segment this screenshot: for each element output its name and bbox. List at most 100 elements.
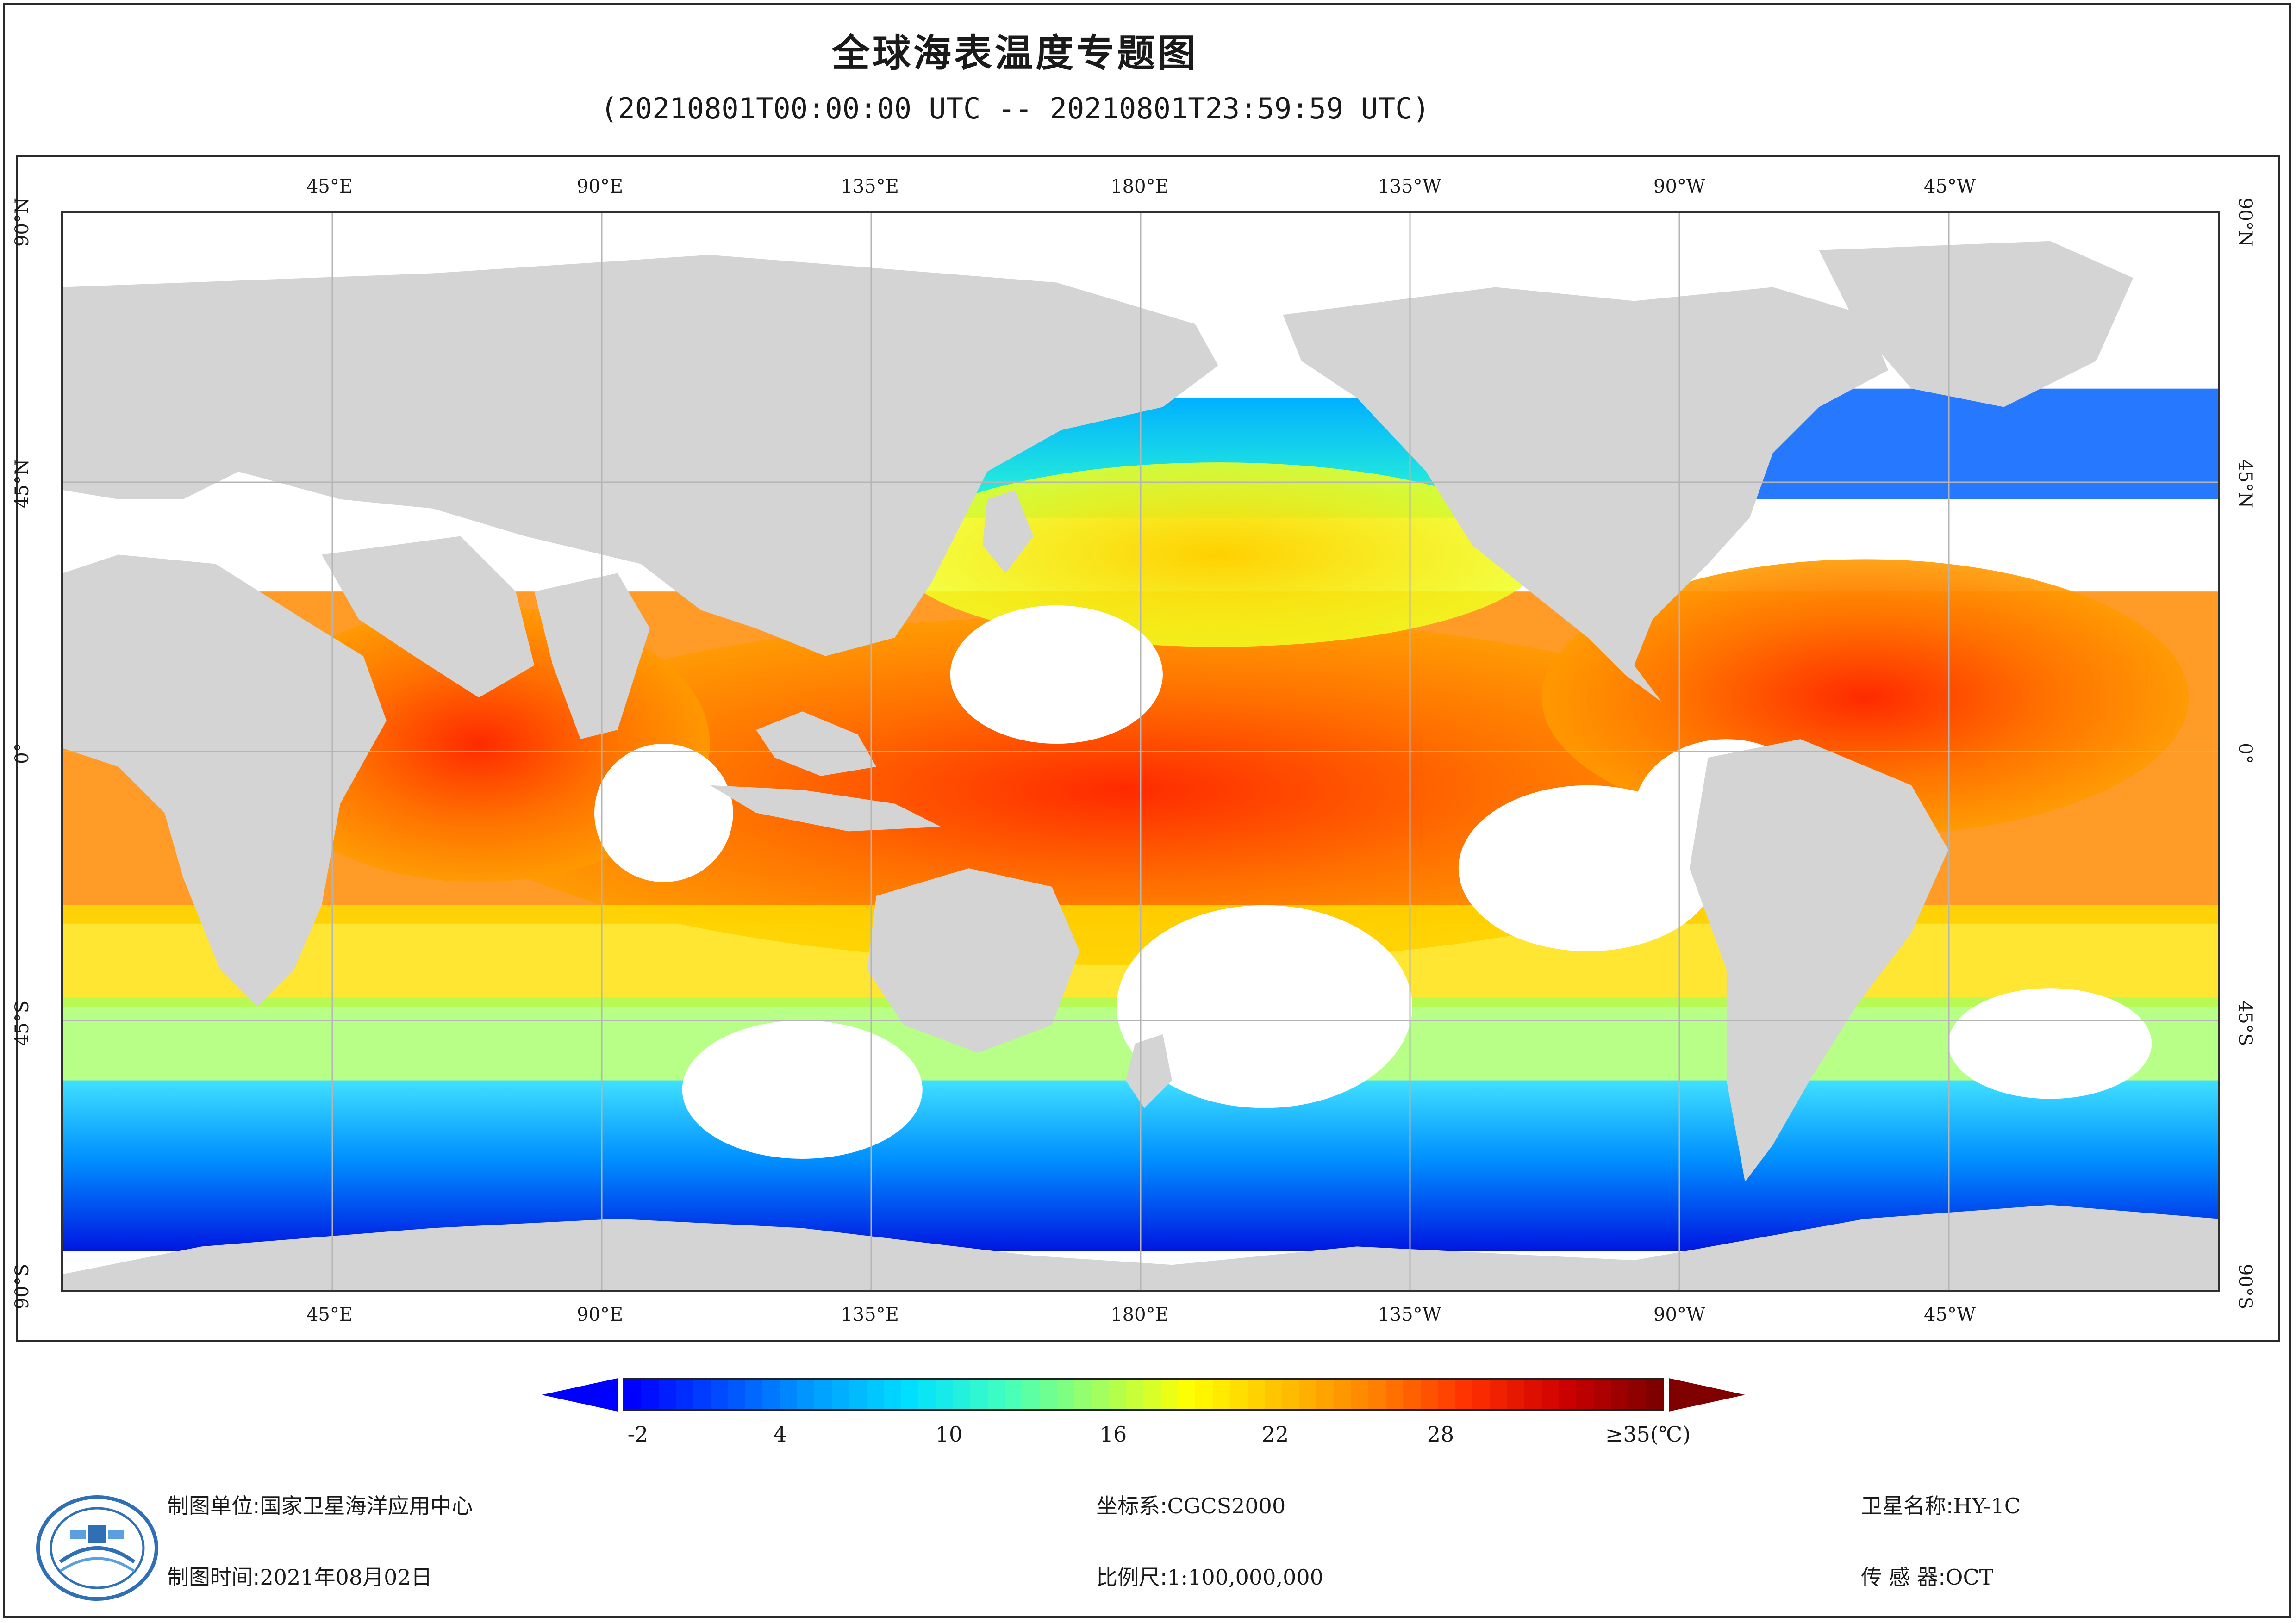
legend-color-step bbox=[1403, 1380, 1421, 1409]
lat-label-left: 45°S bbox=[12, 1000, 33, 1046]
legend-color-step bbox=[831, 1380, 849, 1409]
lat-label-right: 90°N bbox=[2234, 198, 2256, 247]
legend-color-step bbox=[1351, 1380, 1369, 1409]
legend-color-step bbox=[1438, 1380, 1455, 1409]
legend-color-step bbox=[884, 1380, 901, 1409]
legend-color-step bbox=[1334, 1380, 1352, 1409]
legend-label: 16 bbox=[1099, 1422, 1127, 1447]
lat-label-left: 90°S bbox=[12, 1263, 33, 1310]
lat-label-right: 90°S bbox=[2234, 1263, 2256, 1310]
legend-color-step bbox=[624, 1380, 642, 1409]
sst-map-svg bbox=[63, 213, 2218, 1290]
crs-value: CGCS2000 bbox=[1167, 1493, 1286, 1518]
land-africa bbox=[63, 554, 387, 1007]
sst-map[interactable] bbox=[61, 211, 2220, 1292]
legend-label: 28 bbox=[1427, 1422, 1454, 1447]
legend-color-step bbox=[1247, 1380, 1265, 1409]
lon-label-top: 180°E bbox=[1111, 176, 1169, 197]
legend-color-step bbox=[1160, 1380, 1178, 1409]
producer-info: 制图单位:国家卫星海洋应用中心 bbox=[168, 1489, 473, 1520]
land-eurasia bbox=[63, 255, 1218, 656]
lat-label-right: 45°S bbox=[2234, 1000, 2256, 1046]
cloud-gap bbox=[682, 1020, 923, 1159]
legend-color-step bbox=[1057, 1380, 1074, 1409]
land-southeast-asia bbox=[756, 711, 876, 776]
legend-label: 10 bbox=[935, 1422, 963, 1447]
nsoas-satellite-logo-icon bbox=[36, 1495, 158, 1601]
legend-color-step bbox=[1126, 1380, 1144, 1409]
lon-label-bottom: 45°E bbox=[306, 1304, 353, 1325]
lon-label-top: 45°E bbox=[306, 176, 353, 197]
lat-label-left: 45°N bbox=[12, 459, 33, 508]
legend-color-step bbox=[693, 1380, 711, 1409]
cloud-gap bbox=[1948, 988, 2152, 1099]
legend-color-step bbox=[953, 1380, 971, 1409]
legend-label: -2 bbox=[627, 1422, 649, 1447]
legend-color-step bbox=[1490, 1380, 1507, 1409]
legend-color-step bbox=[797, 1380, 815, 1409]
scale-info: 比例尺:1:100,000,000 bbox=[1096, 1561, 1323, 1591]
map-frame bbox=[16, 155, 2280, 1342]
lon-label-bottom: 90°E bbox=[576, 1304, 624, 1325]
legend-min-arrow bbox=[542, 1378, 618, 1412]
page-border bbox=[3, 3, 2291, 1618]
legend-color-step bbox=[1316, 1380, 1334, 1409]
legend-color-step bbox=[814, 1380, 832, 1409]
cloud-gap bbox=[950, 605, 1163, 744]
legend-color-step bbox=[658, 1380, 676, 1409]
lon-label-top: 90°E bbox=[576, 176, 624, 197]
legend-color-step bbox=[1472, 1380, 1490, 1409]
crs-label: 坐标系: bbox=[1096, 1493, 1167, 1518]
legend-color-step bbox=[1611, 1380, 1628, 1409]
legend-color-step bbox=[1282, 1380, 1299, 1409]
sst-kuroshio-extension bbox=[894, 462, 1542, 647]
lat-label-left: 0° bbox=[12, 743, 33, 764]
legend-color-step bbox=[1368, 1380, 1386, 1409]
legend-color-step bbox=[1576, 1380, 1594, 1409]
land-indonesia bbox=[710, 785, 941, 832]
legend-label: ≥35(℃) bbox=[1605, 1422, 1691, 1447]
map-time-range: (20210801T00:00:00 UTC -- 20210801T23:59… bbox=[600, 92, 1430, 125]
lon-label-top: 90°W bbox=[1653, 176, 1706, 197]
satellite-value: HY-1C bbox=[1953, 1493, 2021, 1518]
sensor-info: 传 感 器:OCT bbox=[1861, 1561, 1993, 1591]
legend-colorbar bbox=[623, 1378, 1664, 1411]
cloud-gap bbox=[594, 744, 733, 883]
legend-label: 4 bbox=[773, 1422, 787, 1447]
legend-color-step bbox=[1455, 1380, 1472, 1409]
legend-color-step bbox=[1074, 1380, 1092, 1409]
lon-label-bottom: 180°E bbox=[1111, 1304, 1169, 1325]
legend-color-step bbox=[1507, 1380, 1525, 1409]
legend-max-arrow bbox=[1669, 1378, 1745, 1412]
legend-color-step bbox=[1593, 1380, 1611, 1409]
legend-color-step bbox=[676, 1380, 693, 1409]
legend-min-arrow-shape bbox=[542, 1378, 618, 1412]
legend-color-step bbox=[849, 1380, 867, 1409]
legend-color-step bbox=[1420, 1380, 1438, 1409]
lon-label-bottom: 135°E bbox=[841, 1304, 899, 1325]
legend-color-step bbox=[1524, 1380, 1542, 1409]
legend-color-step bbox=[1004, 1380, 1023, 1409]
producer-value: 国家卫星海洋应用中心 bbox=[260, 1493, 473, 1518]
sensor-value: OCT bbox=[1945, 1565, 1994, 1590]
lon-label-bottom: 45°W bbox=[1923, 1304, 1976, 1325]
legend-color-step bbox=[1022, 1380, 1040, 1409]
lat-label-left: 90°N bbox=[12, 198, 33, 247]
graticule bbox=[63, 213, 2218, 1290]
legend-label: 22 bbox=[1261, 1422, 1289, 1447]
legend-color-step bbox=[641, 1380, 659, 1409]
lon-label-top: 45°W bbox=[1923, 176, 1976, 197]
land-north-america bbox=[1283, 287, 1889, 703]
legend-color-step bbox=[1039, 1380, 1057, 1409]
legend-color-step bbox=[1195, 1380, 1213, 1409]
satellite-label: 卫星名称: bbox=[1861, 1493, 1953, 1518]
satellite-info: 卫星名称:HY-1C bbox=[1861, 1489, 2021, 1520]
legend-color-step bbox=[1541, 1380, 1559, 1409]
production-date-value: 2021年08月02日 bbox=[260, 1565, 432, 1590]
legend-color-step bbox=[745, 1380, 763, 1409]
production-date-info: 制图时间:2021年08月02日 bbox=[168, 1561, 432, 1591]
legend-color-step bbox=[711, 1380, 728, 1409]
legend-color-step bbox=[1143, 1380, 1161, 1409]
lon-label-top: 135°E bbox=[841, 176, 899, 197]
legend-color-step bbox=[762, 1380, 780, 1409]
